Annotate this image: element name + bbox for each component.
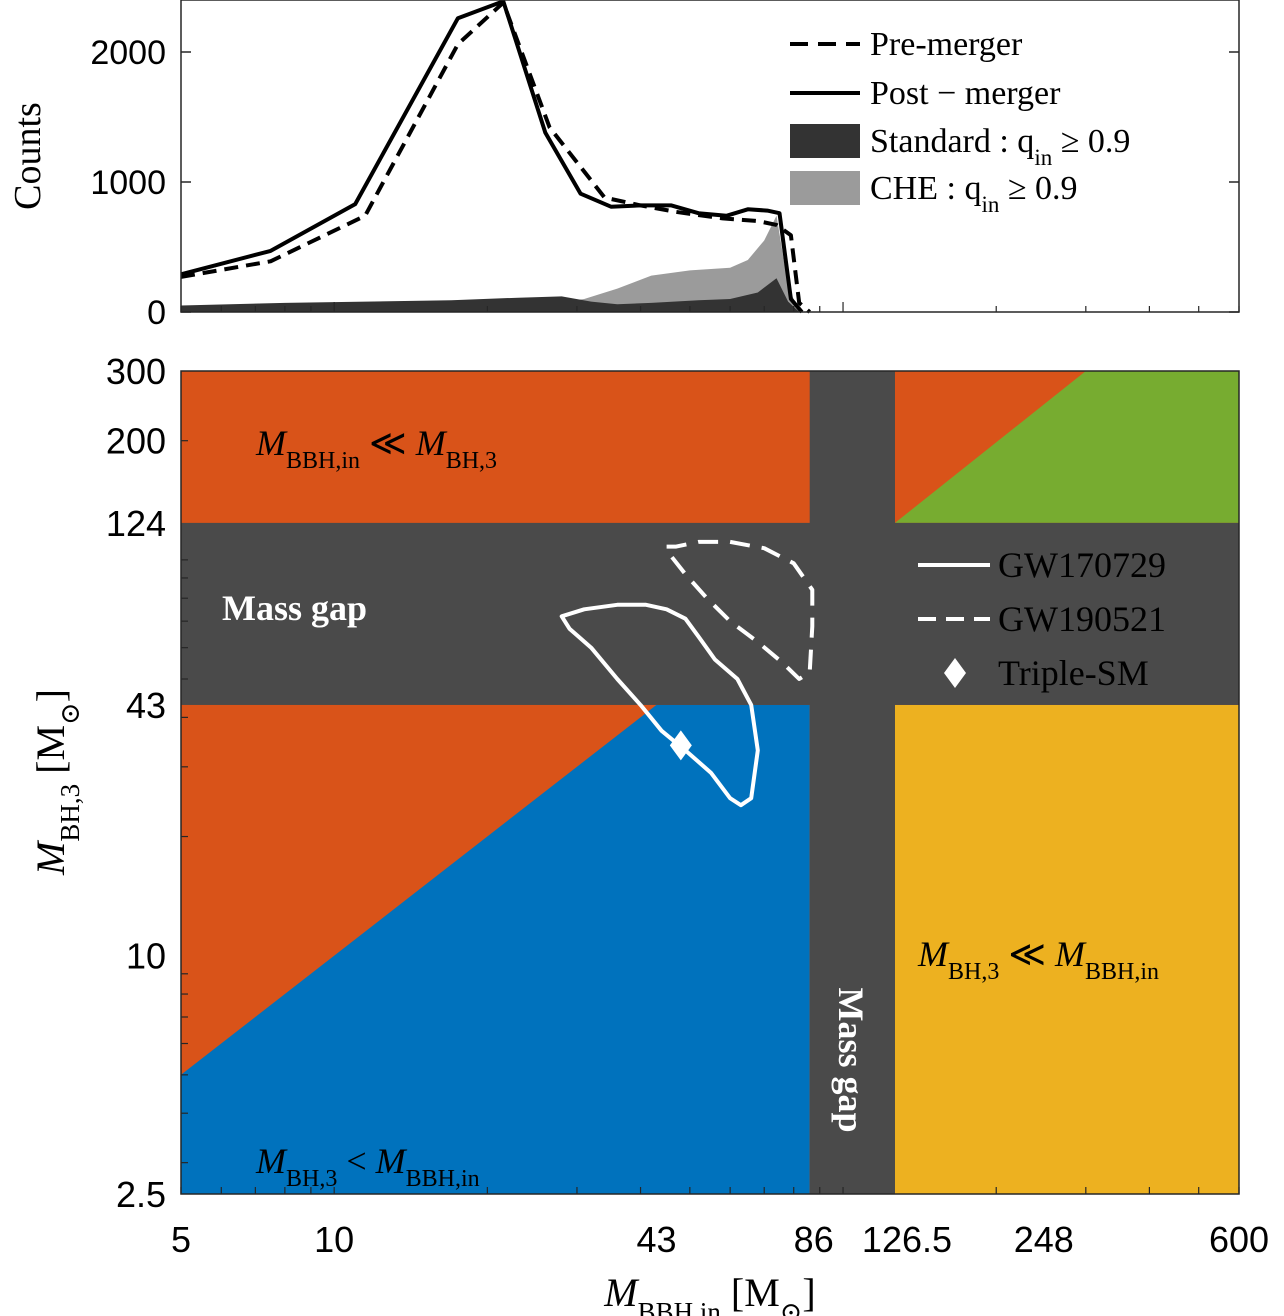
top-y-tick-labels: 0 1000 2000 [90,34,166,332]
legend-swatch-2 [790,124,860,158]
mass-gap-label-horizontal: Mass gap [222,588,367,628]
y-tick-label: 10 [126,936,166,977]
top-y-tick-label: 1000 [90,164,166,202]
y-tick-label: 200 [106,421,166,462]
contours [559,539,815,808]
y-axis-label: MBH,3 [M⊙] [28,689,85,876]
bottom-x-tick-labels: 5 10 43 86 126.5 248 600 [171,1219,1269,1260]
point-Triple-SM [669,730,692,761]
mass-gap-horizontal [181,522,1239,705]
top-filled-areas [181,215,800,312]
legend-label-3: CHE : qin ≥ 0.9 [870,170,1078,217]
legend-label-2: Standard : qin ≥ 0.9 [870,123,1130,170]
area-series-2 [181,278,800,312]
legend-label-1: Post − merger [870,75,1061,112]
region-green [895,371,1239,523]
top-plot-frame [180,0,1240,313]
top-legend: Pre-merger Post − merger Standard : qin ≥ … [790,26,1130,217]
area-series-3 [181,215,800,312]
x-tick-label: 248 [1014,1219,1074,1260]
legend-label-Triple-SM: Triple-SM [998,653,1149,693]
y-tick-label: 124 [106,503,166,544]
top-plot-background [181,0,1239,312]
legend-label-GW170729: GW170729 [998,545,1166,585]
x-tick-label: 126.5 [862,1219,952,1260]
mass-gap-label-vertical: Mass gap [831,987,871,1132]
top-lines [180,0,812,314]
top-y-axis-label: Counts [7,102,49,210]
bottom-region-panel: MBBH,in ≪ MBH,3 MBH,3 < MBBH,in MBH,3 ≪ MB… [28,351,1269,1316]
x-tick-label: 600 [1209,1219,1269,1260]
legend-marker-Triple-SM [944,658,966,688]
legend-label-GW190521: GW190521 [998,599,1166,639]
contour-GW170729 [559,602,760,808]
region-blue [181,704,810,1194]
mass-gap-vertical [809,371,895,1194]
x-tick-label: 10 [314,1219,354,1260]
region-label-bottom-left: MBH,3 < MBBH,in [255,1141,480,1192]
x-axis-label: MBBH,in [M⊙] [603,1270,815,1316]
legend-swatch-3 [790,171,860,205]
legend-label-0: Pre-merger [870,26,1023,63]
y-tick-label: 300 [106,351,166,392]
y-tick-label: 2.5 [116,1174,166,1215]
y-tick-label: 43 [126,685,166,726]
region-yellow [894,704,1239,1194]
contour-GW190521 [664,539,815,681]
top-y-tick-label: 0 [147,294,166,332]
line-series-1 [180,0,804,314]
bottom-legend: GW170729 GW190521 Triple-SM [918,545,1166,693]
region-label-right: MBH,3 ≪ MBBH,in [917,934,1159,985]
bottom-plot-frame [180,370,1240,1195]
regions [181,371,1239,1194]
top-histogram-panel: 0 1000 2000 Counts Pre-merger Post − merger… [7,0,1240,332]
x-tick-label: 5 [171,1219,191,1260]
region-labels: MBBH,in ≪ MBH,3 MBH,3 < MBBH,in MBH,3 ≪ MB… [222,423,1159,1192]
bottom-ticks [180,440,1240,1194]
x-tick-label: 43 [637,1219,677,1260]
bottom-axis-labels: MBBH,in [M⊙] MBH,3 [M⊙] [28,689,816,1316]
x-tick-label: 86 [794,1219,834,1260]
bottom-y-tick-labels: 2.5 10 43 124 200 300 [106,351,166,1215]
top-y-tick-label: 2000 [90,34,166,72]
region-label-top-left: MBBH,in ≪ MBH,3 [255,423,497,474]
mass-gap-bands [181,371,1239,1194]
